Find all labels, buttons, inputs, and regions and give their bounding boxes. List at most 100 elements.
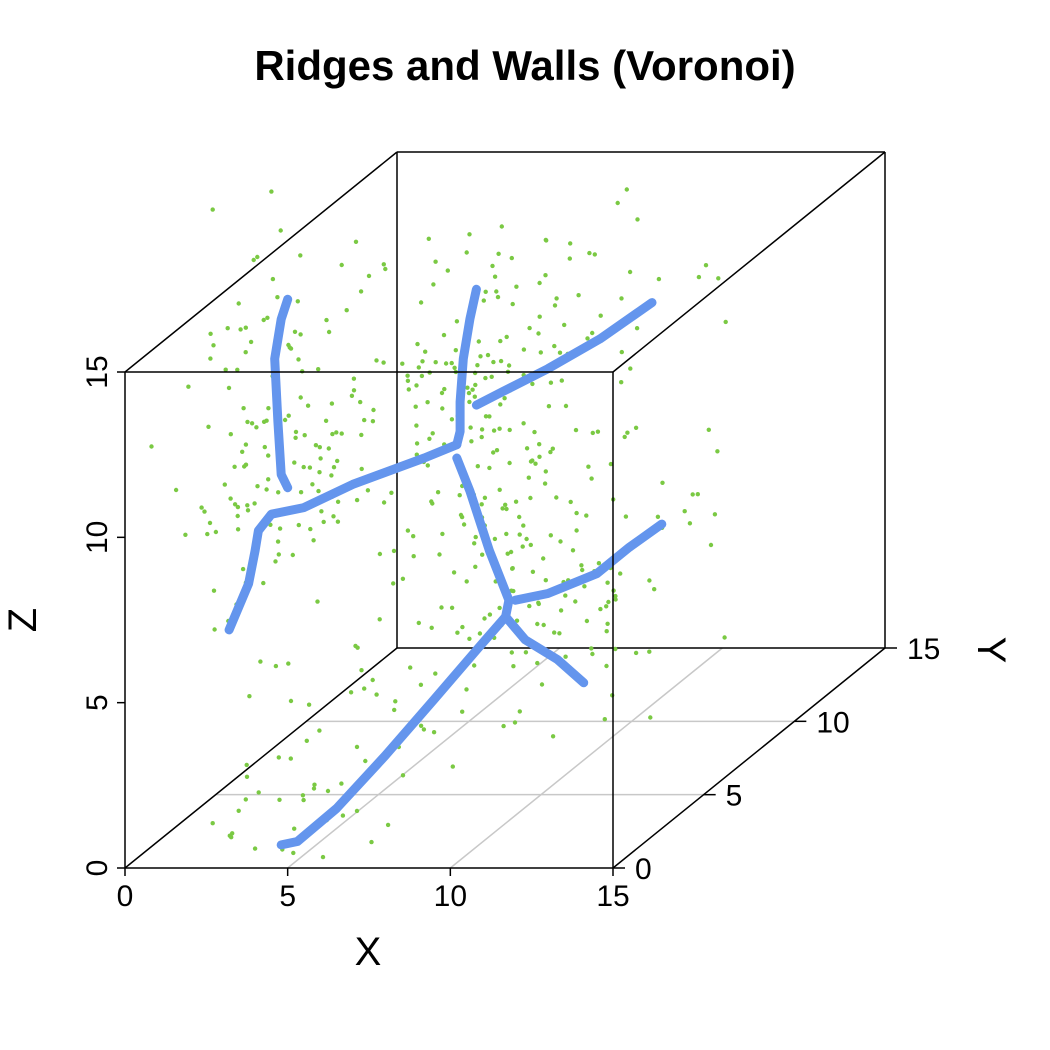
data-point	[656, 276, 662, 282]
data-point	[503, 502, 508, 507]
data-point	[543, 273, 548, 278]
data-point	[389, 490, 394, 495]
data-point	[405, 373, 410, 378]
data-point	[716, 276, 721, 281]
data-point	[370, 677, 375, 683]
data-point	[466, 390, 472, 396]
data-point	[425, 400, 430, 405]
data-point	[362, 686, 367, 691]
data-point	[381, 500, 387, 505]
data-point	[584, 513, 589, 518]
data-point	[498, 338, 503, 344]
data-point	[473, 382, 478, 388]
data-point	[269, 189, 274, 194]
data-point	[491, 450, 496, 455]
data-point	[543, 578, 548, 583]
data-point	[319, 509, 324, 514]
data-point	[606, 599, 611, 605]
data-point	[528, 495, 533, 501]
data-point	[243, 442, 249, 447]
data-point	[489, 374, 494, 379]
z-tick-label: 5	[81, 694, 114, 711]
data-point	[443, 361, 449, 366]
data-point	[205, 531, 210, 537]
data-point	[451, 570, 457, 575]
data-point	[494, 448, 500, 453]
data-point	[715, 449, 720, 454]
data-point	[255, 254, 260, 260]
data-point	[613, 593, 618, 599]
data-point	[370, 419, 376, 424]
data-point	[633, 650, 639, 656]
data-point	[340, 813, 346, 818]
data-point	[330, 431, 335, 437]
data-point	[249, 421, 255, 426]
data-point	[248, 339, 254, 345]
data-point	[619, 296, 624, 301]
data-point	[369, 839, 374, 845]
data-point	[325, 788, 331, 794]
data-point	[318, 456, 323, 461]
data-point	[439, 390, 445, 396]
data-point	[450, 764, 455, 769]
data-point	[264, 487, 269, 492]
data-point	[500, 506, 505, 511]
data-point	[469, 439, 474, 444]
data-point	[355, 645, 360, 650]
data-point	[262, 444, 267, 450]
data-point	[261, 580, 266, 586]
data-point	[576, 293, 581, 298]
data-point	[306, 702, 312, 707]
data-point	[366, 273, 372, 279]
data-point	[321, 519, 326, 525]
data-point	[690, 492, 695, 497]
data-point	[317, 728, 322, 733]
data-point	[514, 618, 520, 623]
data-point	[520, 544, 525, 549]
data-point	[478, 354, 483, 359]
y-tick-label: 10	[816, 706, 849, 739]
data-point	[554, 495, 559, 500]
data-point	[351, 388, 357, 393]
data-point	[149, 444, 154, 449]
box-front-edges	[124, 151, 886, 869]
data-point	[537, 442, 542, 447]
data-point	[240, 566, 246, 572]
data-point	[277, 797, 282, 802]
data-point	[359, 466, 364, 472]
data-point	[542, 481, 548, 486]
data-point	[517, 532, 522, 537]
data-point	[552, 343, 557, 349]
data-point	[377, 617, 382, 622]
data-point	[254, 425, 259, 430]
data-point	[385, 822, 391, 828]
data-point	[421, 727, 427, 732]
box-edge	[612, 647, 886, 869]
data-point	[464, 250, 469, 255]
data-point	[479, 434, 484, 440]
data-point	[315, 599, 320, 604]
data-point	[359, 668, 364, 673]
data-point	[624, 187, 629, 192]
data-point	[573, 599, 578, 604]
data-point	[510, 301, 515, 307]
data-point	[276, 552, 281, 557]
data-point	[513, 499, 519, 504]
data-point	[506, 363, 512, 368]
data-point	[468, 425, 473, 430]
data-point	[589, 476, 594, 481]
data-point	[473, 564, 478, 569]
data-point	[579, 563, 584, 568]
data-point	[273, 663, 279, 669]
ridge-line-7	[270, 294, 293, 493]
data-point	[445, 268, 450, 273]
data-point	[722, 635, 727, 640]
data-point	[344, 308, 349, 313]
ridge-line-1	[276, 612, 511, 850]
data-point	[298, 332, 303, 337]
data-point	[442, 386, 447, 392]
data-point	[507, 427, 512, 433]
data-point	[273, 559, 278, 564]
data-point	[512, 720, 518, 725]
data-point	[298, 395, 303, 400]
